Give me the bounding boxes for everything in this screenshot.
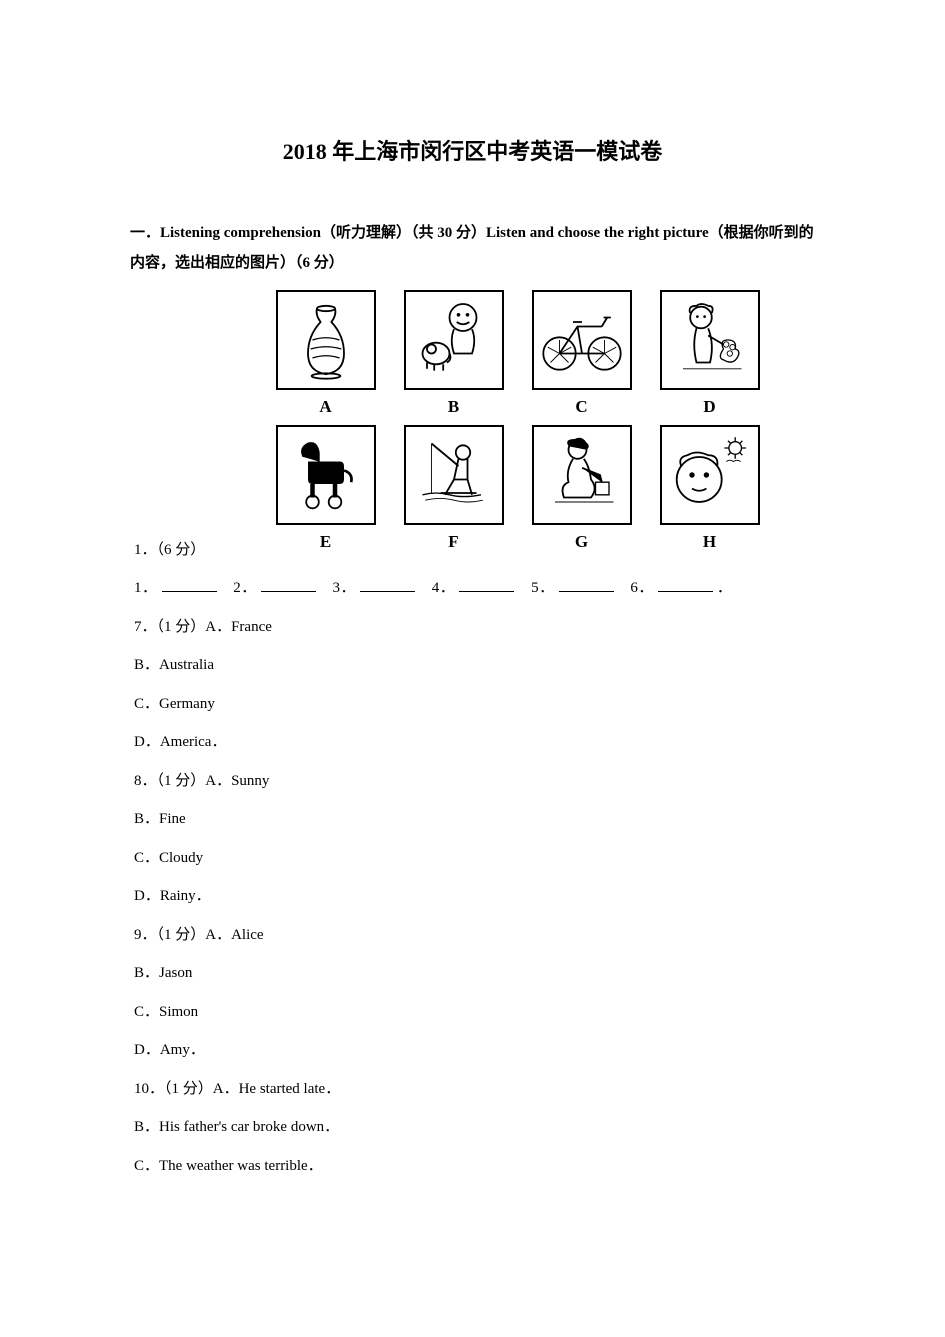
page-title: 2018 年上海市闵行区中考英语一模试卷	[130, 135, 815, 168]
toy-horse-icon	[276, 425, 376, 525]
blank-label-3: 3．	[333, 580, 357, 596]
section-header: 一．Listening comprehension（听力理解）（共 30 分）L…	[130, 218, 815, 278]
blank-label-1: 1．	[134, 580, 158, 596]
blanks-trailing: ．	[717, 580, 733, 596]
question-8-option-2: B．Fine	[130, 808, 815, 831]
picture-row-2: E F	[220, 425, 815, 555]
question-9-option-3: C．Simon	[130, 1001, 815, 1024]
blank-2[interactable]	[261, 591, 316, 592]
picture-cell-b: B	[404, 290, 504, 420]
question-9-option-4: D．Amy．	[130, 1039, 815, 1062]
vase-icon	[276, 290, 376, 390]
blank-3[interactable]	[360, 591, 415, 592]
baby-dog-icon	[404, 290, 504, 390]
picture-label-f: F	[448, 529, 458, 555]
questions-container: 7．（1 分）A．France B．Australia C．Germany D．Ame…	[130, 616, 815, 1178]
picture-label-e: E	[320, 529, 331, 555]
question-10-option-3: C．The weather was terrible．	[130, 1155, 815, 1178]
picture-label-a: A	[319, 394, 331, 420]
picture-label-h: H	[703, 529, 716, 555]
picture-cell-h: H	[660, 425, 760, 555]
fishing-icon	[404, 425, 504, 525]
picture-label-g: G	[575, 529, 588, 555]
blank-1[interactable]	[162, 591, 217, 592]
girl-kneeling-icon	[532, 425, 632, 525]
picture-cell-f: F	[404, 425, 504, 555]
blank-label-2: 2．	[233, 580, 257, 596]
bicycle-icon	[532, 290, 632, 390]
question-8-head: 8．（1 分）A．Sunny	[130, 770, 815, 793]
picture-grid: A B	[220, 290, 815, 420]
blank-4[interactable]	[459, 591, 514, 592]
question-9-head: 9．（1 分）A．Alice	[130, 924, 815, 947]
blank-label-4: 4．	[432, 580, 456, 596]
picture-row-1: A B	[220, 290, 815, 420]
question-7-option-3: C．Germany	[130, 693, 815, 716]
question-7-head: 7．（1 分）A．France	[130, 616, 815, 639]
question-8-option-4: D．Rainy．	[130, 885, 815, 908]
picture-label-c: C	[575, 394, 587, 420]
picture-cell-a: A	[276, 290, 376, 420]
blank-label-5: 5．	[531, 580, 555, 596]
picture-cell-d: D	[660, 290, 760, 420]
question-1-blanks: 1． 2． 3． 4． 5． 6． ．	[130, 577, 815, 600]
question-7-option-4: D．America．	[130, 731, 815, 754]
girl-flowers-icon	[660, 290, 760, 390]
picture-cell-e: E	[276, 425, 376, 555]
picture-label-b: B	[448, 394, 459, 420]
question-7-option-2: B．Australia	[130, 654, 815, 677]
face-sun-icon	[660, 425, 760, 525]
question-8-option-3: C．Cloudy	[130, 847, 815, 870]
picture-cell-c: C	[532, 290, 632, 420]
question-9-option-2: B．Jason	[130, 962, 815, 985]
question-10-option-2: B．His father's car broke down．	[130, 1116, 815, 1139]
blank-label-6: 6．	[630, 580, 654, 596]
blank-6[interactable]	[658, 591, 713, 592]
picture-cell-g: G	[532, 425, 632, 555]
picture-label-d: D	[703, 394, 715, 420]
question-10-head: 10．（1 分）A．He started late．	[130, 1078, 815, 1101]
blank-5[interactable]	[559, 591, 614, 592]
